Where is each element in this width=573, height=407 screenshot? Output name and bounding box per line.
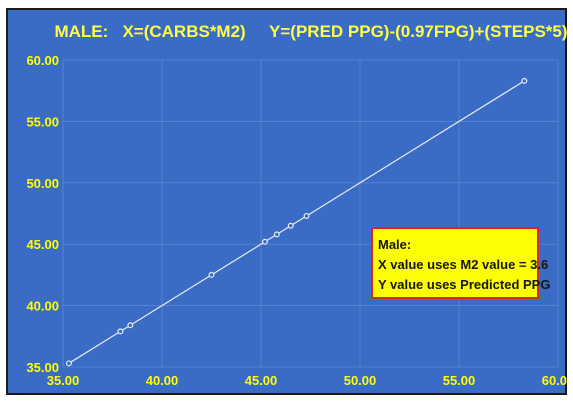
- series-layer: [65, 77, 528, 367]
- x-tick-label: 45.00: [245, 373, 278, 388]
- x-tick-label: 60.00: [542, 373, 567, 388]
- data-point: [261, 238, 268, 245]
- data-point: [117, 328, 124, 335]
- chart-frame: [6, 8, 567, 395]
- data-point: [303, 212, 310, 219]
- x-tick-label: 55.00: [443, 373, 476, 388]
- annotation-line: X value uses M2 value = 3.6: [378, 257, 549, 272]
- data-point: [65, 360, 72, 367]
- y-tick-label: 55.00: [26, 114, 59, 129]
- y-tick-label: 35.00: [26, 360, 59, 375]
- x-tick-label: 40.00: [146, 373, 179, 388]
- y-tick-label: 40.00: [26, 299, 59, 314]
- plot-background: [8, 10, 565, 393]
- data-point: [287, 222, 294, 229]
- scatter-chart: 35.00 40.00 45.00 50.00 55.00 60.00 35.00 40.00…: [8, 10, 567, 393]
- data-point: [208, 271, 215, 278]
- y-tick-label: 45.00: [26, 237, 59, 252]
- annotation-box: Male: X value uses M2 value = 3.6 Y valu…: [371, 227, 551, 299]
- annotation-line: Male:: [378, 237, 412, 252]
- chart-title: MALE: X=(CARBS*M2) Y=(PRED PPG)-(0.97FPG…: [54, 22, 567, 41]
- y-tick-label: 50.00: [26, 176, 59, 191]
- x-tick-label: 35.00: [47, 373, 80, 388]
- tick-labels: 35.00 40.00 45.00 50.00 55.00 60.00 35.00 40.00…: [26, 53, 567, 388]
- y-tick-label: 60.00: [26, 53, 59, 68]
- annotation-line: Y value uses Predicted PPG: [378, 277, 551, 292]
- x-tick-label: 50.00: [344, 373, 377, 388]
- data-point: [521, 77, 528, 84]
- data-point: [127, 322, 134, 329]
- data-point: [273, 231, 280, 238]
